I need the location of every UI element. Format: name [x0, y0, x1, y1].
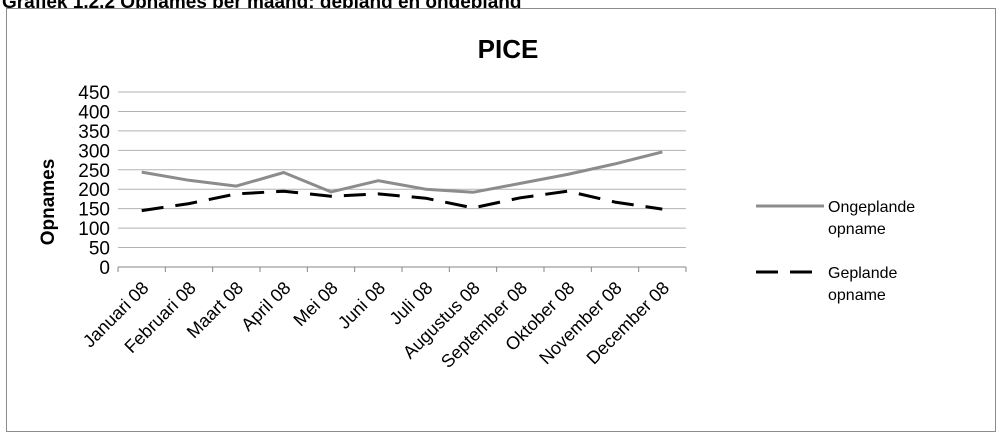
x-tick-label: Mei 08: [289, 278, 341, 330]
y-tick-label: 50: [89, 239, 110, 260]
y-axis-title: Opnames: [38, 159, 59, 246]
y-tick-label: 150: [78, 200, 110, 221]
series-line-1: [141, 150, 663, 194]
x-tick-label: November 08: [535, 278, 626, 369]
y-tick-label: 250: [78, 161, 110, 182]
y-tick-label: 200: [78, 180, 110, 201]
y-tick-label: 450: [78, 83, 110, 104]
legend-label: opname: [828, 221, 886, 238]
y-tick-label: 100: [78, 219, 110, 240]
y-tick-label: 300: [78, 141, 110, 162]
x-tick-label: Juni 08: [334, 278, 389, 333]
y-tick-label: 0: [99, 258, 110, 279]
y-tick-label: 400: [78, 102, 110, 123]
chart-title: PICE: [478, 34, 539, 64]
x-tick-label: December 08: [583, 278, 674, 369]
x-tick-label: April 08: [237, 278, 294, 335]
legend-label: Ongeplande: [828, 199, 915, 216]
series-line-2: [141, 189, 663, 213]
legend-label: Geplande: [828, 265, 897, 282]
legend: Ongeplande opname Geplande opname: [756, 199, 915, 304]
chart-frame: [6, 8, 996, 432]
gridlines: [117, 91, 687, 272]
legend-label: opname: [828, 287, 886, 304]
y-tick-label: 350: [78, 122, 110, 143]
series-lines: [141, 150, 663, 213]
